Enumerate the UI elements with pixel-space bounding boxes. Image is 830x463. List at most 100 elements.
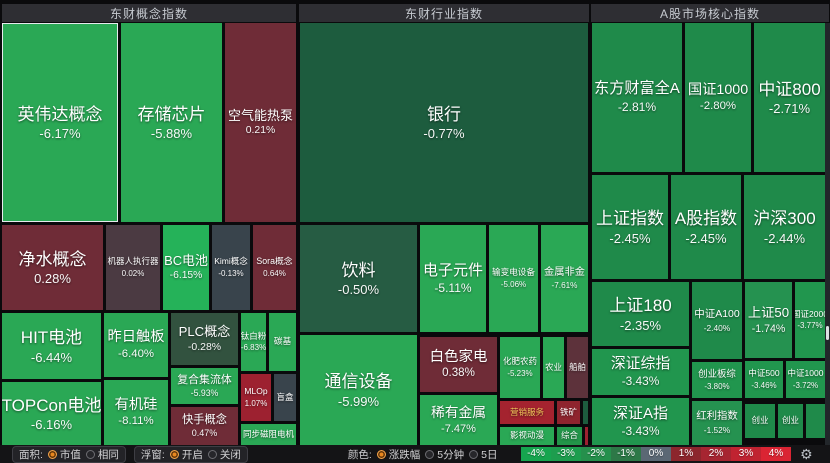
radio-icon (47, 449, 57, 459)
tile-value: -7.61% (551, 280, 578, 290)
treemap-tile[interactable]: 输变电设备 -5.06% (489, 225, 538, 332)
tile-value: 0.21% (245, 125, 276, 137)
tile-value: 0.64% (263, 268, 286, 278)
treemap-tile[interactable]: 创业 (778, 404, 803, 438)
treemap-tile[interactable]: 中证1000 -3.72% (786, 361, 825, 398)
treemap-tile[interactable]: 东方财富全A -2.81% (592, 23, 682, 172)
treemap-tile[interactable]: 中证500 -3.46% (745, 361, 783, 398)
treemap-tile[interactable]: 机器人执行器 0.02% (106, 225, 160, 310)
tile-value: 0.38% (442, 367, 475, 380)
radio-option[interactable]: 开启 (169, 447, 203, 462)
bottom-controls: 面积: 市值 相同 浮窗: 开启 关闭 颜色: 涨跌幅 5分钟 5日 (0, 445, 497, 463)
tile-value: -3.46% (751, 380, 777, 390)
treemap-tile[interactable]: 快手概念 0.47% (171, 407, 238, 445)
tile-label: Sora概念 (256, 256, 293, 267)
treemap-tile[interactable]: 中证A100 -2.40% (692, 282, 742, 359)
tile-value: -2.80% (699, 100, 737, 113)
treemap-tile[interactable]: 上证180 -2.35% (592, 282, 689, 346)
tile-label: 中证800 (758, 79, 821, 99)
tile-label: 白色家电 (429, 349, 488, 366)
legend-cell: -3% (551, 447, 581, 461)
treemap-tile[interactable]: BC电池 -6.15% (163, 225, 209, 310)
tile-value: 0.47% (191, 428, 218, 439)
scrollbar-thumb[interactable] (826, 326, 829, 340)
tile-value: -2.71% (768, 101, 811, 117)
treemap-tile[interactable]: 船舶 (567, 337, 588, 398)
tile-label: 饮料 (341, 260, 376, 280)
radio-label: 5分钟 (437, 448, 465, 461)
treemap-tile[interactable]: 铁矿 (557, 401, 580, 424)
tile-value: -5.11% (434, 281, 472, 296)
treemap-tile[interactable]: 创业板综 -3.80% (692, 362, 742, 398)
treemap-tile[interactable]: 英伟达概念 -6.17% (2, 23, 118, 222)
tile-label: 快手概念 (182, 413, 227, 426)
treemap-tile[interactable]: HIT电池 -6.44% (2, 313, 101, 379)
treemap-tile[interactable]: 盲盒 (274, 374, 296, 421)
tile-value: -2.81% (617, 100, 657, 115)
treemap-tile[interactable]: 红利指数 -1.52% (692, 401, 742, 445)
treemap-tile[interactable]: 影视动漫 (500, 427, 554, 445)
settings-gear-icon[interactable]: ⚙ (800, 446, 813, 462)
treemap-tile[interactable]: 国证2000 -3.77% (795, 282, 825, 358)
treemap-tile[interactable]: 上证指数 -2.45% (592, 175, 668, 279)
treemap-tile[interactable]: 碳基 (269, 313, 296, 371)
radio-option[interactable]: 涨跌幅 (376, 447, 421, 462)
tile-value: -0.50% (337, 282, 380, 298)
treemap-tile[interactable]: Sora概念 0.64% (253, 225, 296, 310)
treemap-tile[interactable]: 白色家电 0.38% (420, 337, 497, 392)
treemap-tile[interactable]: 深证A指 -3.43% (592, 398, 689, 445)
treemap-tile[interactable]: 营销服务 (500, 401, 554, 424)
treemap-tile[interactable]: A股指数 -2.45% (671, 175, 741, 279)
radio-option[interactable]: 市值 (47, 447, 81, 462)
treemap-tile[interactable]: 有机硅 -8.11% (104, 380, 168, 445)
tile-label: 盲盒 (276, 391, 294, 402)
treemap-tile[interactable]: 创业 (745, 404, 775, 438)
treemap-tile[interactable]: 沪深300 -2.44% (744, 175, 825, 279)
treemap-tile[interactable]: 钛白粉 -6.83% (241, 313, 266, 371)
panel-scrollbar[interactable] (825, 23, 830, 445)
tile-value: -6.16% (30, 417, 73, 433)
radio-icon (376, 449, 386, 459)
treemap-tile[interactable]: 中证800 -2.71% (754, 23, 825, 172)
treemap-tile[interactable]: TOPCon电池 -6.16% (2, 382, 101, 445)
treemap-tile[interactable]: 空气能热泵 0.21% (225, 23, 296, 222)
radio-option[interactable]: 关闭 (207, 447, 241, 462)
treemap-tile[interactable]: 净水概念 0.28% (2, 225, 103, 310)
radio-option[interactable]: 5分钟 (425, 447, 464, 462)
radio-label: 涨跌幅 (388, 448, 421, 461)
treemap-tile[interactable]: 综合 (557, 427, 582, 445)
treemap-canvas: 东财概念指数 东财行业指数 A股市场核心指数 英伟达概念 -6.17% 存储芯片 -5… (2, 4, 830, 445)
tile-label: 船舶 (568, 361, 586, 372)
treemap-tile[interactable]: 银行 -0.77% (300, 23, 588, 222)
tile-value: -7.47% (441, 422, 476, 435)
treemap-tile[interactable]: 同步磁阻电机 (241, 424, 296, 445)
treemap-tile[interactable]: Kimi概念 -0.13% (212, 225, 250, 310)
tile-value: -5.88% (150, 126, 193, 142)
treemap-tile[interactable]: 化肥农药 -5.23% (500, 337, 540, 398)
tile-label: 有机硅 (114, 397, 158, 414)
tile-label: 稀有金属 (430, 405, 487, 421)
treemap-tile[interactable] (585, 427, 588, 445)
treemap-tile[interactable] (806, 404, 825, 438)
treemap-tile[interactable]: 复合集流体 -5.93% (171, 368, 238, 404)
radio-option[interactable]: 5日 (469, 447, 497, 462)
treemap-tile[interactable]: 通信设备 -5.99% (300, 335, 417, 445)
tile-label: 创业板综 (698, 368, 736, 380)
treemap-tile[interactable]: 深证综指 -3.43% (592, 349, 689, 395)
radio-label: 关闭 (219, 448, 241, 461)
treemap-tile[interactable]: 昨日触板 -6.40% (104, 313, 168, 377)
treemap-tile[interactable]: 农业 (543, 337, 564, 398)
treemap-tile[interactable]: PLC概念 -0.28% (171, 313, 238, 365)
treemap-tile[interactable]: 饮料 -0.50% (300, 225, 417, 332)
treemap-tile[interactable]: MLOp 1.07% (241, 374, 271, 421)
treemap-tile[interactable]: 金属非金 -7.61% (541, 225, 588, 332)
treemap-tile[interactable]: 稀有金属 -7.47% (420, 395, 497, 445)
radio-option[interactable]: 相同 (85, 447, 119, 462)
tile-value: -1.52% (703, 425, 731, 436)
treemap-tile[interactable]: 国证1000 -2.80% (685, 23, 751, 172)
treemap-tile[interactable]: 存储芯片 -5.88% (121, 23, 222, 222)
tile-label: 英伟达概念 (17, 104, 103, 124)
treemap-tile[interactable]: 上证50 -1.74% (745, 282, 792, 358)
treemap-tile[interactable] (583, 401, 588, 424)
treemap-tile[interactable]: 电子元件 -5.11% (420, 225, 486, 332)
